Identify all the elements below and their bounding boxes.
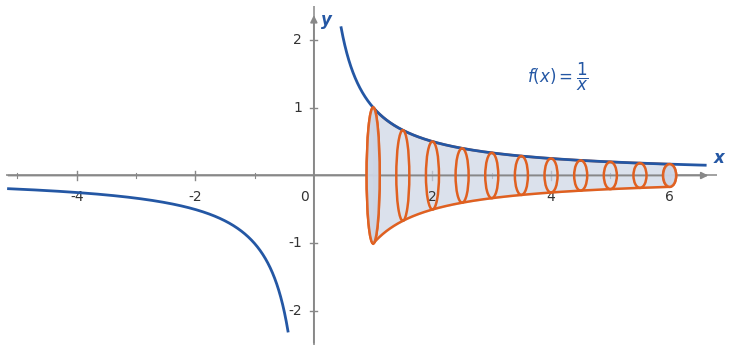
Text: 0: 0 <box>300 191 309 204</box>
Ellipse shape <box>663 164 676 187</box>
Text: 2: 2 <box>428 191 437 204</box>
Text: x: x <box>714 149 725 167</box>
Ellipse shape <box>367 107 379 244</box>
Text: -2: -2 <box>189 191 202 204</box>
Text: 4: 4 <box>547 191 556 204</box>
Text: -4: -4 <box>70 191 83 204</box>
Text: 2: 2 <box>293 33 302 47</box>
Text: 1: 1 <box>293 100 302 114</box>
Text: -1: -1 <box>288 237 302 251</box>
Text: 6: 6 <box>665 191 674 204</box>
Text: -2: -2 <box>289 304 302 318</box>
Text: y: y <box>321 11 332 29</box>
Text: $f(x) = \dfrac{1}{x}$: $f(x) = \dfrac{1}{x}$ <box>527 61 589 93</box>
